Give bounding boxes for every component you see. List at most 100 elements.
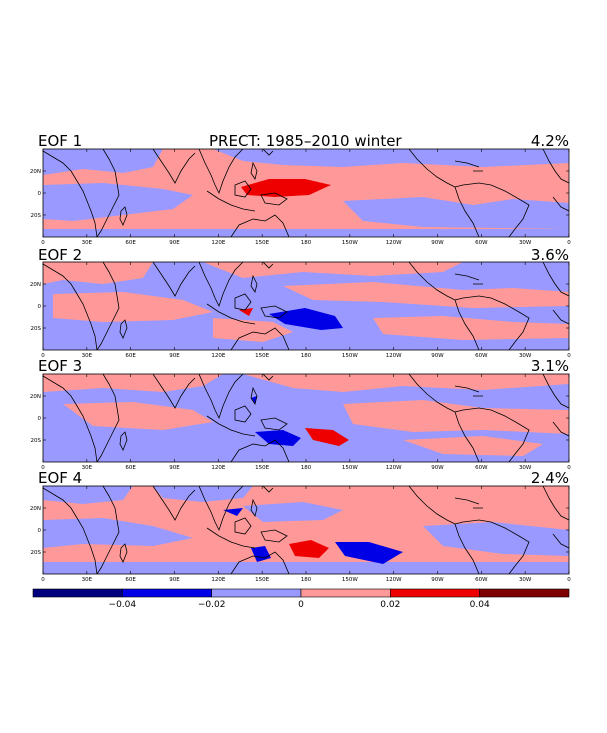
lon-tick-label: 90E [169,465,180,471]
lon-tick-label: 0 [41,240,45,246]
lon-tick-label: 30W [519,353,532,359]
lon-tick-label: 0 [567,353,571,359]
lon-tick-label: 120E [211,353,225,359]
lon-tick-label: 60W [475,240,488,246]
lon-tick-label: 150E [255,353,269,359]
lat-tick-label: 0 [38,416,42,422]
lon-tick-label: 120W [386,577,402,583]
lon-tick-label: 60W [475,577,488,583]
lat-tick-label: 0 [38,191,42,197]
lon-tick-label: 180 [301,577,312,583]
field-positive [203,262,463,278]
colorbar-label: −0.02 [198,600,226,610]
lat-tick-label: 20N [30,169,41,175]
lon-tick-label: 120W [386,465,402,471]
lon-tick-label: 150W [342,577,358,583]
lat-tick-label: 0 [38,528,42,534]
lon-tick-label: 180 [301,240,312,246]
eof-panel-3: EOF 3 3.1% 0 30E 60E 90E 120E 150E 180 150W 120W… [30,357,571,471]
lon-tick-label: 0 [41,465,45,471]
field-positive [43,374,223,392]
lon-tick-label: 120W [386,353,402,359]
lon-tick-label: 0 [41,353,45,359]
axis-ticks: 0 30E 60E 90E 120E 150E 180 150W 120W 90W 60W 30W 0 2… [30,149,571,246]
lon-tick-label: 60E [125,465,136,471]
lat-tick-label: 20S [31,213,42,219]
lon-tick-label: 90E [169,353,180,359]
lon-tick-label: 60E [125,353,136,359]
field-positive [43,262,153,284]
field-positive-strong [289,540,329,558]
lon-tick-label: 60E [125,240,136,246]
field-negative [43,518,193,548]
lon-tick-label: 150W [342,465,358,471]
field-negative [423,522,569,556]
lat-tick-label: 20N [30,282,41,288]
field-positive-strong [305,428,349,446]
lon-tick-label: 0 [567,577,571,583]
axis-ticks: 0 30E 60E 90E 120E 150E 180 150W 120W 90W 60W 30W 0 2… [30,374,571,471]
lon-tick-label: 30W [519,577,532,583]
lat-tick-label: 20N [30,506,41,512]
lon-tick-label: 120E [211,577,225,583]
lon-tick-label: 90W [431,240,444,246]
axis-ticks: 0 30E 60E 90E 120E 150E 180 150W 120W 90W 60W 30W 0 2… [30,262,571,359]
panel-label: EOF 3 [38,357,82,375]
lon-tick-label: 30W [519,240,532,246]
colorbar-label: −0.04 [109,600,137,610]
field-positive [243,374,569,392]
lon-tick-label: 30E [82,465,93,471]
lon-tick-label: 150W [342,353,358,359]
colorbar-label: 0.02 [380,600,400,610]
lat-tick-label: 0 [38,304,42,310]
field-negative-strong [335,542,403,564]
lon-tick-label: 150E [255,465,269,471]
field-negative [343,197,569,229]
panel-variance: 2.4% [531,469,569,487]
lat-tick-label: 20S [31,438,42,444]
field-positive [53,292,213,322]
lon-tick-label: 30E [82,577,93,583]
lon-tick-label: 0 [41,577,45,583]
field-positive [283,282,569,308]
lon-tick-label: 90E [169,240,180,246]
colorbar-box [390,588,480,598]
field-positive [403,436,543,456]
map-field [43,262,569,350]
field-negative-strong [269,308,343,330]
lon-tick-label: 120E [211,465,225,471]
colorbar-box [211,588,302,598]
lat-tick-label: 20S [31,550,42,556]
field-negative [213,149,569,167]
figure-title: PRECT: 1985–2010 winter [209,132,402,150]
panel-label: EOF 1 [38,132,82,150]
axis-ticks: 0 30E 60E 90E 120E 150E 180 150W 120W 90W 60W 30W 0 2… [30,486,571,583]
colorbar-box [479,588,570,598]
panel-variance: 3.1% [531,357,569,375]
panel-variance: 3.6% [531,246,569,264]
colorbar-labels: −0.04 −0.02 0 0.02 0.04 [109,600,490,610]
field-positive-strong [241,179,331,197]
colorbar-box [300,588,391,598]
field-negative [43,149,163,175]
lon-tick-label: 30E [82,353,93,359]
lon-tick-label: 90W [431,353,444,359]
map-field [43,149,569,237]
eof-panel-4: EOF 4 2.4% 0 30E 60E 90E 120E 150E 180 150W 120W… [30,469,571,583]
colorbar-label: 0 [298,600,304,610]
lon-tick-label: 60W [475,465,488,471]
title-row: PRECT: 1985–2010 winter [209,132,402,150]
lon-tick-label: 120W [386,240,402,246]
lon-tick-label: 0 [567,465,571,471]
lon-tick-label: 30E [82,240,93,246]
lon-tick-label: 60E [125,577,136,583]
field-positive [63,402,213,430]
lon-tick-label: 60W [475,353,488,359]
map-field [43,486,569,574]
eof-panel-1: EOF 1 4.2% 0 30E 60E 90E 120E 150E 180 150W 120W… [30,132,571,246]
field-negative [243,502,343,522]
panel-label: EOF 4 [38,469,82,487]
field-negative-strong [223,508,243,516]
lon-tick-label: 90W [431,465,444,471]
